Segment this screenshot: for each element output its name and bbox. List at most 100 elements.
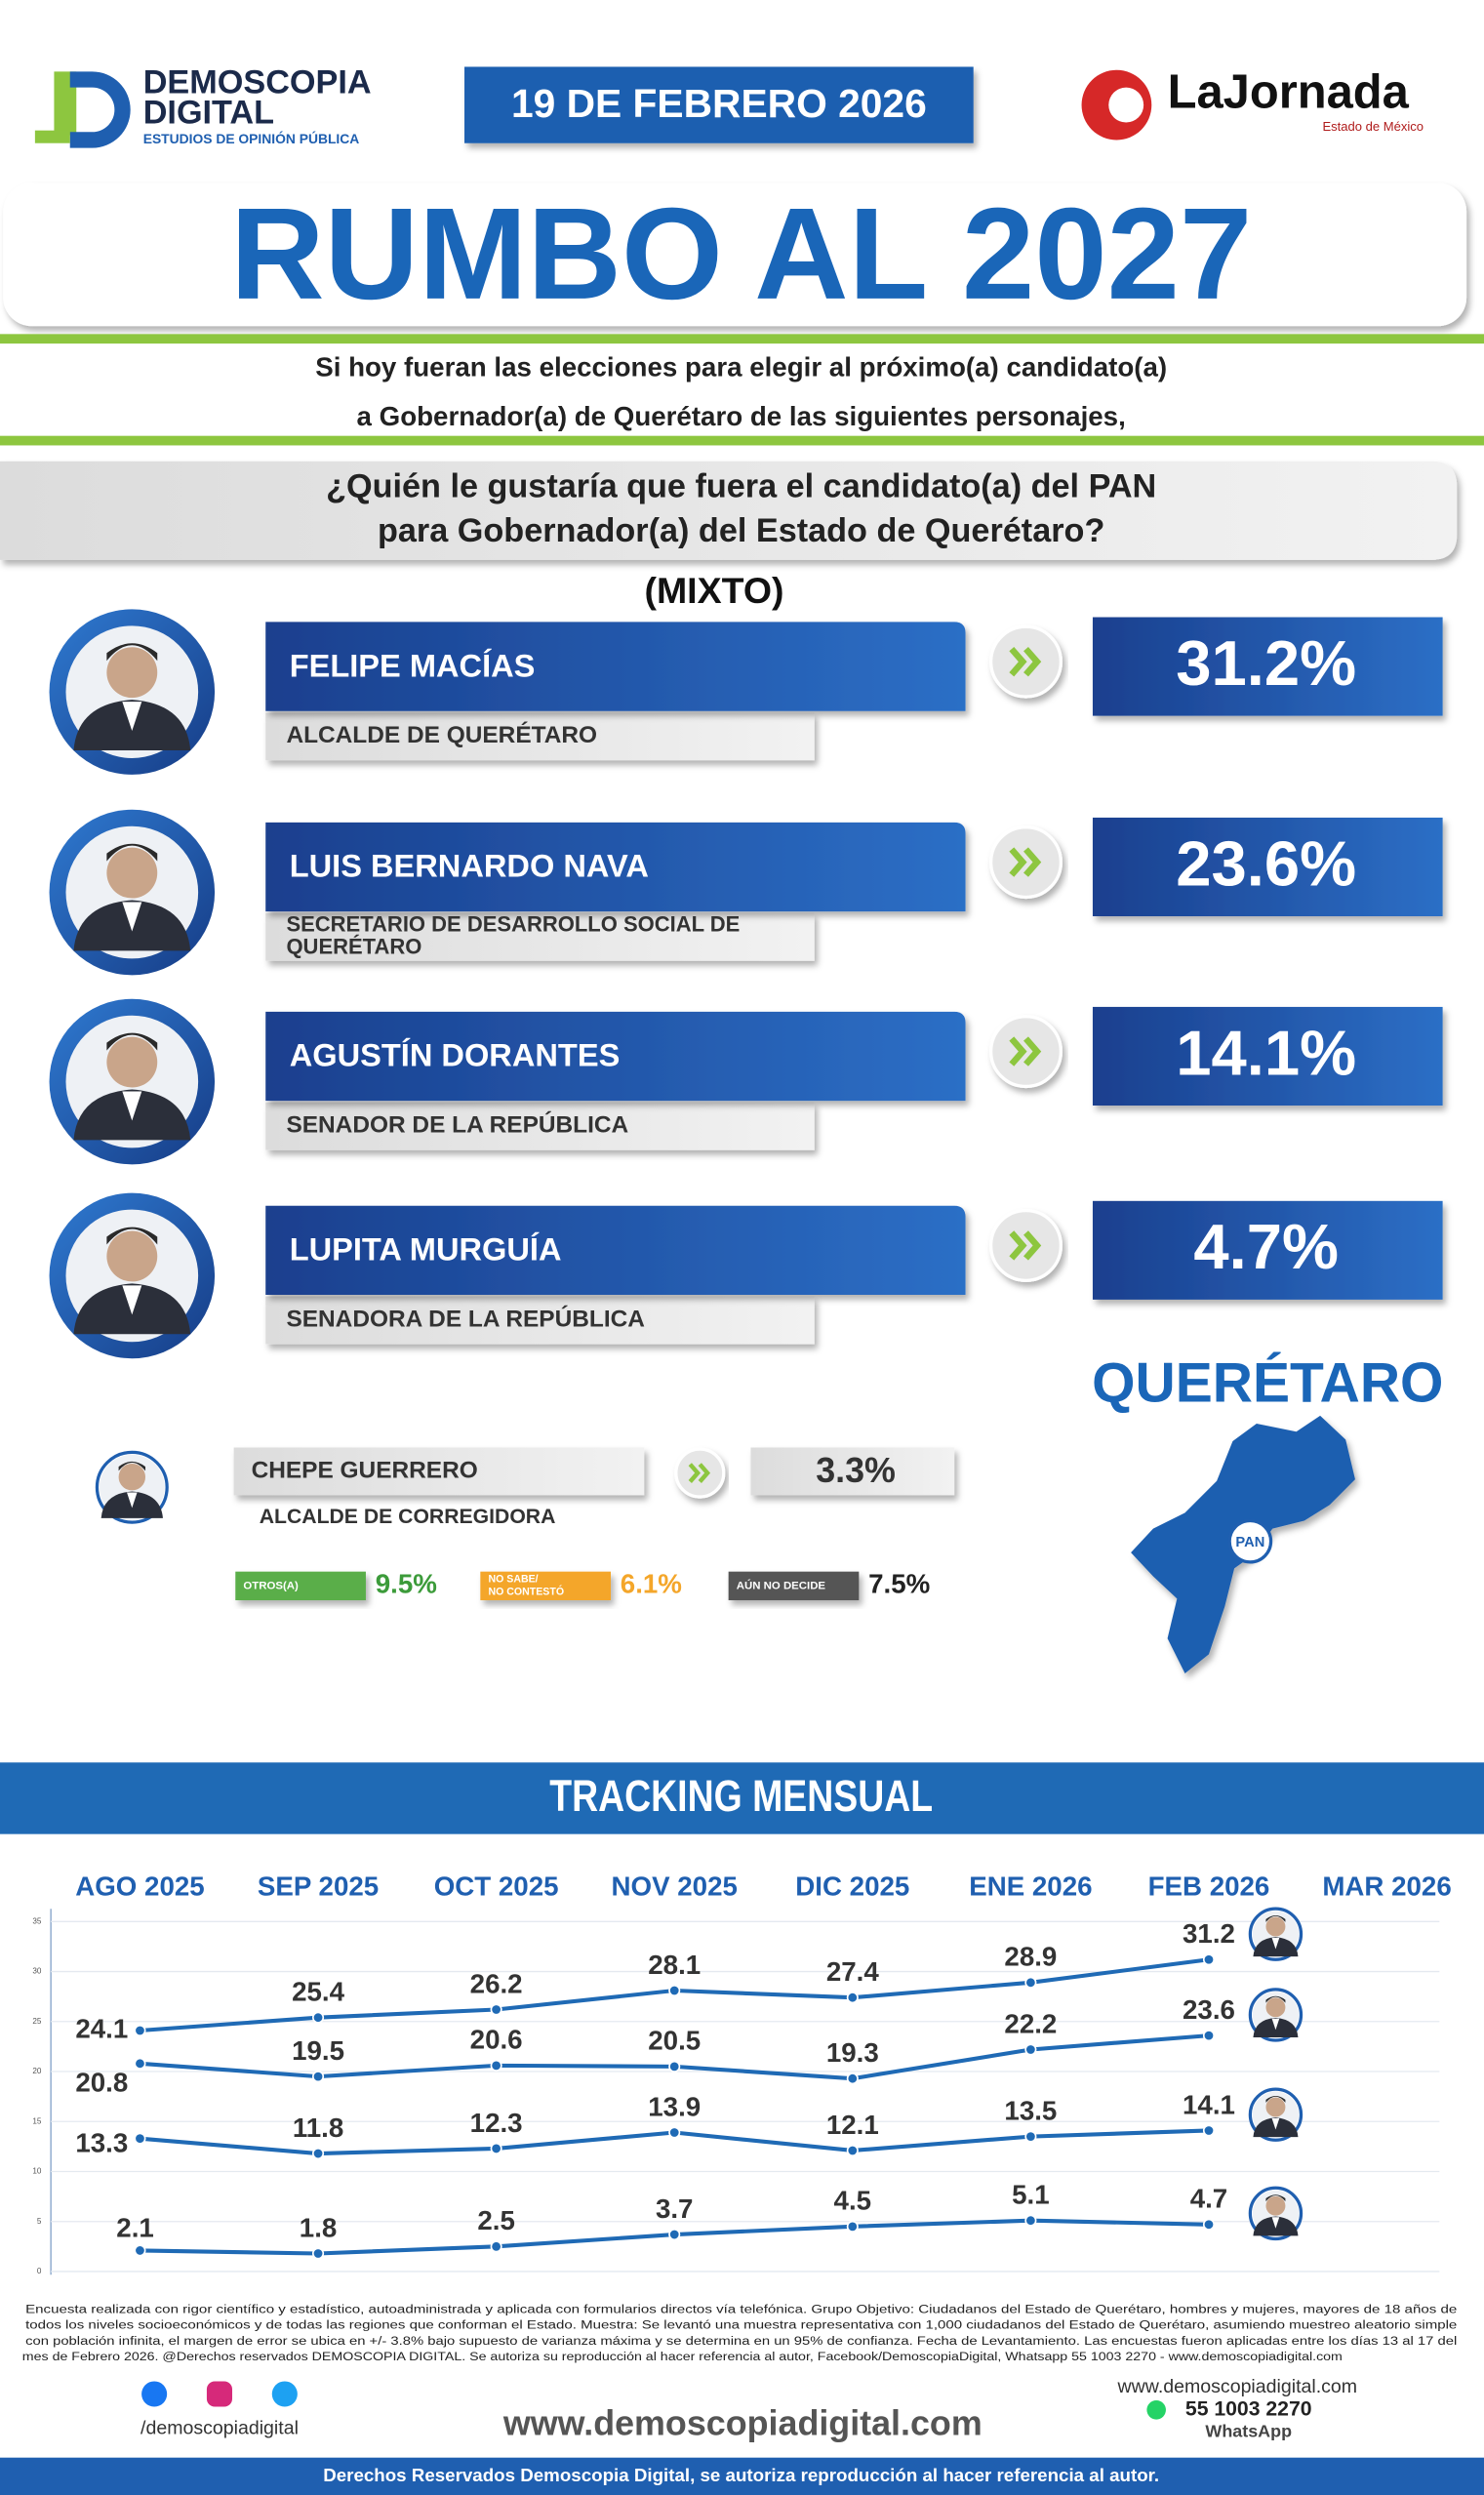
candidate-role: QUERÉTARO [286, 934, 421, 958]
result-box [1092, 817, 1443, 917]
question-box [0, 461, 1458, 560]
partner-tagline: Estado de México [1322, 119, 1424, 134]
y-tick-label: 5 [37, 2217, 42, 2226]
data-point [846, 2144, 859, 2156]
rights: Derechos Reservados Demoscopia Digital, … [323, 2465, 1159, 2485]
y-tick-label: 20 [32, 2067, 42, 2075]
response-label: NO CONTESTÓ [488, 1586, 564, 1598]
candidate-name: LUPITA MURGUÍA [290, 1231, 562, 1268]
x-tick-label: AGO 2025 [75, 1871, 204, 1901]
data-label: 20.5 [648, 2026, 701, 2056]
brand-name-line2: DIGITAL [143, 94, 274, 131]
data-point [312, 2071, 325, 2083]
data-label: 24.1 [75, 2013, 128, 2043]
divider [0, 334, 1484, 344]
whatsapp-icon [1146, 2400, 1166, 2420]
data-label: 31.2 [1183, 1918, 1235, 1949]
data-label: 23.6 [1183, 1994, 1235, 2025]
y-tick-label: 30 [32, 1967, 42, 1976]
data-point [1202, 1953, 1216, 1966]
data-label: 12.3 [470, 2108, 523, 2138]
data-point [1024, 2043, 1037, 2056]
arrow-icon [1009, 1036, 1042, 1066]
data-point [668, 1984, 681, 1997]
response-result: 6.1% [621, 1569, 682, 1599]
candidate-name: AGUSTÍN DORANTES [290, 1037, 621, 1073]
minor-result-box [750, 1447, 955, 1496]
twitter-icon[interactable] [271, 2381, 298, 2407]
minor-name-box [233, 1447, 645, 1496]
instagram-icon[interactable] [206, 2381, 233, 2407]
intro-line: a Gobernador(a) de Querétaro de las sigu… [357, 401, 1126, 431]
contact-web: www.demoscopiadigital.com [1117, 2376, 1358, 2397]
minor-name: CHEPE GUERRERO [252, 1457, 478, 1483]
rights-band [0, 2457, 1484, 2495]
disclaimer-line: todos los niveles socioeconómicos y de t… [25, 2318, 1457, 2332]
data-point [134, 2024, 146, 2037]
data-point [312, 2148, 325, 2160]
candidate-result: 4.7% [1193, 1211, 1339, 1282]
disclaimer-line: con población infinita, el margen de err… [25, 2334, 1457, 2348]
data-label: 13.3 [75, 2128, 128, 2158]
facebook-icon[interactable] [141, 2381, 168, 2407]
data-label: 19.5 [292, 2035, 344, 2066]
candidate-result: 31.2% [1176, 627, 1356, 699]
data-point [668, 2229, 681, 2241]
data-point [490, 2142, 502, 2154]
x-tick-label: MAR 2026 [1322, 1871, 1451, 1901]
y-tick-label: 0 [37, 2267, 42, 2275]
logo-block [34, 130, 70, 143]
response-result: 7.5% [868, 1569, 930, 1599]
date: 19 DE FEBRERO 2026 [511, 81, 927, 126]
data-label: 13.9 [648, 2091, 701, 2121]
tracking-band [0, 1762, 1484, 1834]
brand-name: DEMOSCOPIA [143, 63, 372, 101]
data-point [312, 2011, 325, 2024]
disclaimer-line: mes de Febrero 2026. @Derechos reservado… [22, 2350, 1343, 2363]
logo-bar [54, 71, 77, 136]
data-label: 5.1 [1012, 2180, 1050, 2210]
result-box [1092, 617, 1443, 716]
minor-role: ALCALDE DE CORREGIDORA [260, 1506, 556, 1528]
name-bar [265, 822, 966, 912]
candidate-role: SENADOR DE LA REPÚBLICA [286, 1111, 628, 1139]
map-title: QUERÉTARO [1092, 1352, 1443, 1415]
phone-label: WhatsApp [1205, 2421, 1292, 2440]
data-point [1024, 2214, 1037, 2227]
partner-emblem-inner [1108, 87, 1144, 123]
website[interactable]: www.demoscopiadigital.com [502, 2404, 983, 2443]
y-tick-label: 15 [32, 2116, 42, 2125]
arrow-icon [1009, 1230, 1042, 1261]
partner-name: LaJornada [1168, 66, 1410, 119]
candidate-result: 23.6% [1176, 827, 1356, 899]
method: (MIXTO) [644, 570, 783, 611]
data-label: 2.5 [477, 2205, 515, 2235]
data-label: 22.2 [1004, 2008, 1057, 2038]
data-point [668, 2126, 681, 2139]
candidate-role: SENADORA DE LA REPÚBLICA [286, 1306, 644, 1333]
data-label: 27.4 [826, 1956, 880, 1987]
response-label: OTROS(A) [243, 1580, 299, 1591]
data-label: 26.2 [470, 1968, 523, 1998]
party-badge-text: PAN [1235, 1535, 1264, 1550]
social-handle: /demoscopiadigital [140, 2418, 299, 2439]
x-tick-label: NOV 2025 [612, 1871, 738, 1901]
response-label: NO SABE/ [488, 1574, 538, 1586]
data-point [846, 1992, 859, 2004]
data-point [846, 2072, 859, 2085]
data-point [134, 2132, 146, 2145]
data-point [490, 2003, 502, 2016]
name-bar [265, 1205, 966, 1295]
title-panel [3, 182, 1467, 327]
arrow-icon [1009, 847, 1042, 877]
brand-tagline: ESTUDIOS DE OPINIÓN PÚBLICA [143, 130, 360, 146]
data-point [312, 2247, 325, 2260]
response-label-box [480, 1571, 612, 1601]
social-icons [141, 2381, 298, 2407]
date-box [464, 66, 974, 143]
phone: 55 1003 2270 [1185, 2397, 1312, 2420]
data-point [490, 2059, 502, 2072]
data-point [1024, 2130, 1037, 2143]
